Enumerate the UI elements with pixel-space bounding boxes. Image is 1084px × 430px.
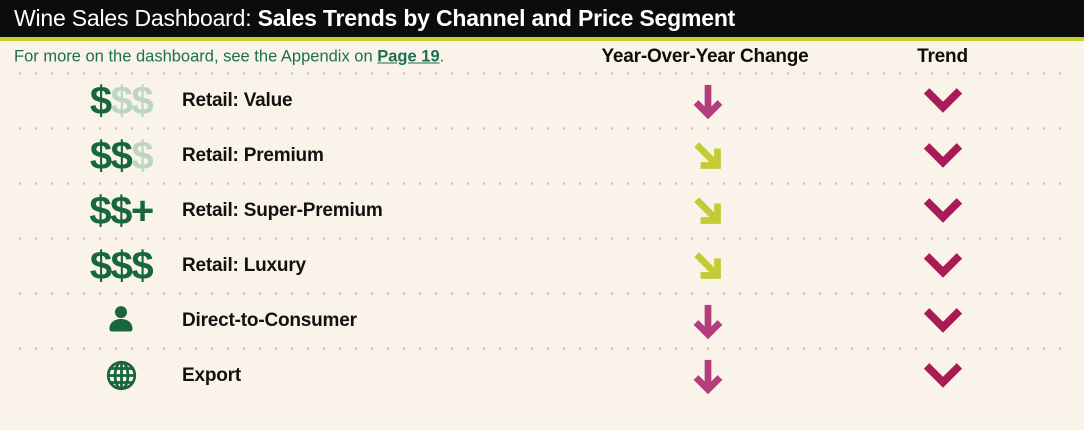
channel-row: $ $ $ Retail: Value [0,72,1084,128]
trend-chevron-down-icon [860,183,1025,238]
price-value-icon: $ $ $ [78,73,164,128]
subheader-row: For more on the dashboard, see the Appen… [0,41,1084,73]
price-tier-glyphs: $ $ $ [89,78,154,123]
trend-chevron-down-icon [860,73,1025,128]
globe-icon [78,348,164,403]
price-glyph: + [130,188,154,233]
price-glyph: $ [110,133,133,178]
price-glyph: $ [89,78,112,123]
price-super-premium-icon: $ $ + [78,183,164,238]
trend-chevron-down-icon [860,348,1025,403]
price-glyph: $ [110,188,132,233]
page-title-regular: Wine Sales Dashboard: [14,5,258,31]
accent-divider [0,37,1084,41]
yoy-arrow-down-icon [625,348,790,403]
price-tier-glyphs: $ $ + [89,188,154,233]
page-19-link[interactable]: Page 19 [377,47,440,66]
channel-label: Retail: Value [182,89,293,111]
person-icon [78,293,164,348]
yoy-arrow-down-right-icon [625,128,790,183]
price-glyph: $ [89,133,112,178]
column-header-trend: Trend [917,46,968,67]
channel-row: Export [0,347,1084,403]
price-glyph: $ [110,78,133,123]
trend-chevron-down-icon [860,128,1025,183]
channel-row: Direct-to-Consumer [0,292,1084,348]
channel-table: $ $ $ Retail: Value $ $ $ Retail: Premium $ $ + Ret… [0,72,1084,403]
person-icon [105,304,137,338]
price-tier-glyphs: $ $ $ [89,243,154,288]
price-glyph: $ [89,243,112,288]
price-luxury-icon: $ $ $ [78,238,164,293]
channel-label: Retail: Luxury [182,254,306,276]
appendix-note-text: For more on the dashboard, see the Appen… [14,47,378,66]
price-glyph: $ [131,133,153,178]
header-bar: Wine Sales Dashboard: Sales Trends by Ch… [0,0,1084,37]
channel-label: Export [182,364,241,386]
globe-icon [104,358,139,393]
channel-label: Retail: Premium [182,144,324,166]
channel-label: Retail: Super-Premium [182,199,383,221]
yoy-arrow-down-right-icon [625,238,790,293]
channel-label: Direct-to-Consumer [182,309,357,331]
page-title-bold: Sales Trends by Channel and Price Segmen… [257,5,736,31]
column-header-yoy: Year-Over-Year Change [601,46,809,67]
yoy-arrow-down-icon [625,73,790,128]
channel-row: $ $ $ Retail: Premium [0,127,1084,183]
price-tier-glyphs: $ $ $ [89,133,154,178]
page-title: Wine Sales Dashboard: Sales Trends by Ch… [14,5,735,32]
price-glyph: $ [110,243,133,288]
price-glyph: $ [89,188,111,233]
price-glyph: $ [131,243,153,288]
yoy-arrow-down-right-icon [625,183,790,238]
price-premium-icon: $ $ $ [78,128,164,183]
appendix-note-period: . [439,47,445,66]
trend-chevron-down-icon [860,238,1025,293]
channel-row: $ $ + Retail: Super-Premium [0,182,1084,238]
yoy-arrow-down-icon [625,293,790,348]
trend-chevron-down-icon [860,293,1025,348]
appendix-note: For more on the dashboard, see the Appen… [14,48,444,67]
channel-row: $ $ $ Retail: Luxury [0,237,1084,293]
price-glyph: $ [131,78,153,123]
